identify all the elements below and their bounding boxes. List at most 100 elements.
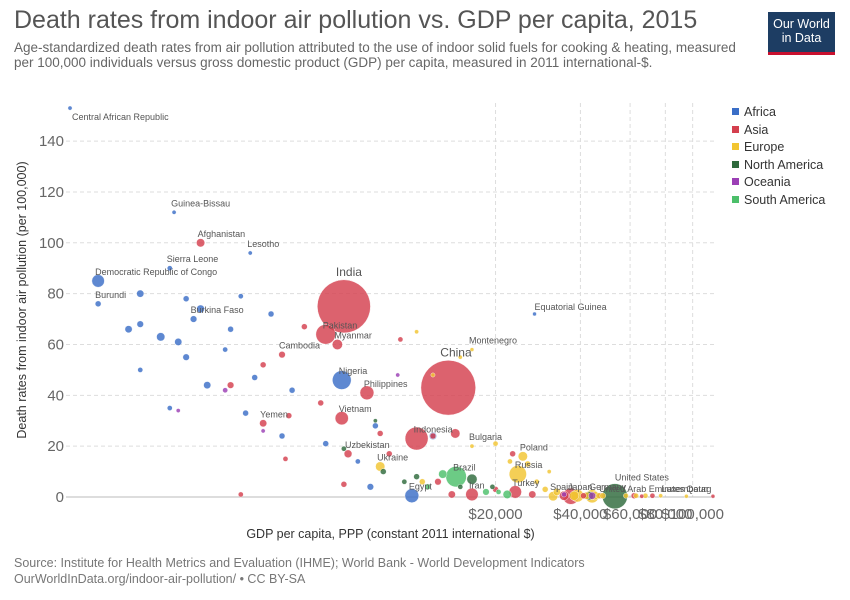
data-point [260,428,266,434]
legend-swatch [732,195,739,203]
data-point-bulgaria [469,443,475,449]
data-point [182,353,190,361]
data-point [259,361,267,368]
data-point [509,450,516,457]
data-point [546,469,552,474]
legend-swatch [732,143,739,151]
point-label: Burkina Faso [191,305,244,315]
x-axis-title: GDP per capita, PPP (constant 2011 inter… [246,527,534,541]
legend-label: Europe [744,140,785,154]
point-label: Montenegro [469,336,517,346]
data-point [533,478,540,485]
chart-title: Death rates from indoor air pollution vs… [14,6,698,34]
data-point [227,326,234,333]
point-label: Afghanistan [198,229,246,239]
data-point [507,458,513,465]
data-point [430,372,436,378]
data-point [380,468,387,475]
legend-item-africa[interactable]: Africa [732,104,825,122]
data-point [167,405,173,411]
data-point-vietnam [334,411,349,426]
point-label: Lesotho [247,239,279,249]
data-point-burundi [94,300,102,307]
point-label: Cambodia [279,341,320,351]
data-point [580,492,587,499]
data-point [182,295,190,302]
data-point [242,409,249,417]
point-label: Guinea-Bissau [171,198,230,208]
data-point [466,473,478,485]
data-point [222,387,228,394]
data-point-india [317,279,371,334]
point-label: Sierra Leone [167,254,219,264]
data-point [438,469,448,479]
point-label: Poland [520,442,548,452]
point-label: Yemen [260,409,288,419]
data-point [124,325,133,334]
data-point-philippines [359,385,375,400]
data-point [377,430,384,437]
point-label: Central African Republic [72,112,169,122]
x-tick-label: $80,000 [638,506,692,523]
data-point [553,488,561,496]
legend-swatch [732,108,739,116]
data-point [561,491,567,498]
point-label: China [440,345,472,359]
data-point-united-arab-emirates [639,493,645,499]
data-point [599,492,606,499]
data-point [492,440,499,447]
data-point [136,289,145,298]
our-world-in-data-logo[interactable]: Our World in Data [768,12,835,55]
data-point [414,329,419,335]
point-label: Ukraine [377,452,408,462]
point-label: Pakistan [323,320,358,330]
data-point [633,492,639,499]
data-point [502,490,512,499]
point-label: Luxembourg [661,484,711,494]
point-label: Myanmar [334,330,372,340]
data-point [322,440,329,447]
legend-item-north-america[interactable]: North America [732,157,825,175]
data-point-nigeria [332,370,352,390]
data-point [450,428,461,439]
data-point [524,460,531,468]
point-label: Germany [589,482,627,492]
data-point [317,399,324,407]
data-point-yemen [259,419,267,428]
data-point [136,320,144,328]
data-point [424,483,431,491]
data-point [355,458,361,465]
data-point [341,445,347,452]
legend-item-oceania[interactable]: Oceania [732,174,825,192]
legend-swatch [732,178,739,186]
legend-item-asia[interactable]: Asia [732,122,825,140]
data-point [457,484,464,490]
data-point-russia [508,465,527,483]
point-label: India [336,265,362,279]
data-point [447,490,456,499]
data-point [340,481,348,488]
data-point [288,387,296,394]
source-text: Source: Institute for Health Metrics and… [14,556,585,570]
point-label: Philippines [364,379,408,389]
legend-label: North America [744,157,824,172]
data-point [401,478,408,485]
data-point [282,456,289,462]
data-point [429,432,437,440]
data-point [238,491,244,498]
x-tick-label: $20,000 [468,506,522,523]
data-point [137,367,144,373]
y-tick-label: 140 [39,133,64,150]
data-point [528,490,537,499]
data-point-poland [517,451,528,462]
legend-item-europe[interactable]: Europe [732,139,825,157]
data-point [495,489,502,495]
data-point [238,293,244,299]
data-point-iran [465,487,479,501]
data-point-burkina-faso [190,315,198,323]
data-point-guinea-bissau [171,210,177,215]
legend-item-south-america[interactable]: South America [732,192,825,210]
data-point [196,304,205,314]
data-point [623,492,629,499]
source-url-link[interactable]: OurWorldInData.org/indoor-air-pollution/… [14,571,306,586]
